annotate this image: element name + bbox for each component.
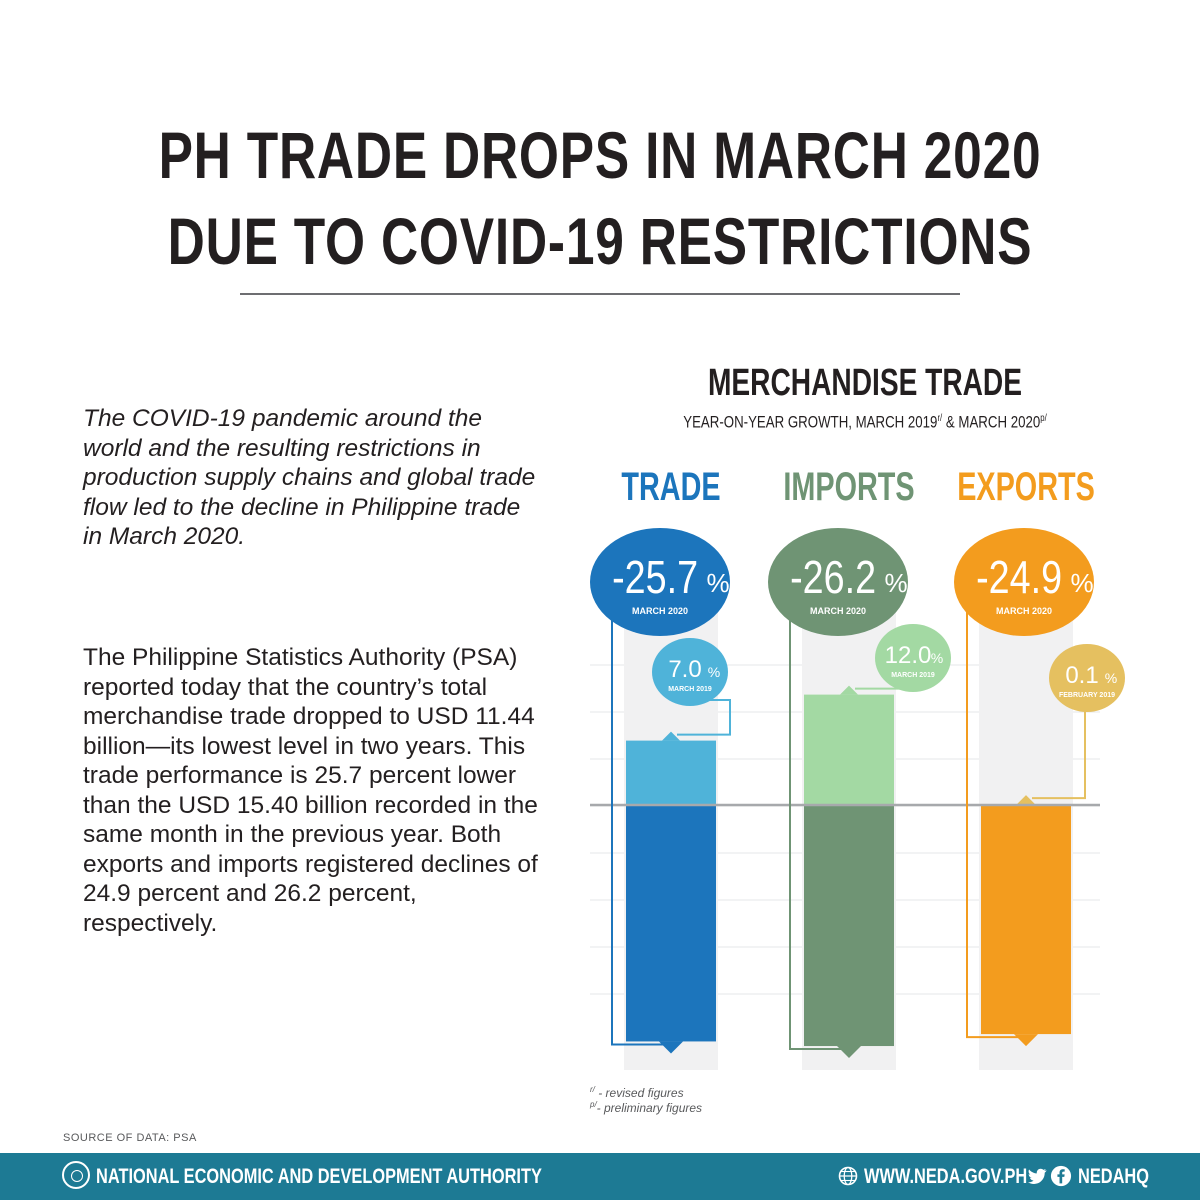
bar-exports-2020 <box>981 805 1071 1035</box>
website-link[interactable]: WWW.NEDA.GOV.PH <box>864 1165 1028 1188</box>
connector-trade-2019 <box>677 699 731 736</box>
bubble-value-trade-2019: 7.0 <box>668 656 701 683</box>
bubble-exports-2019 <box>1049 644 1125 712</box>
bubble-value-exports-2020: -24.9 <box>976 551 1062 602</box>
globe-icon <box>838 1166 858 1186</box>
footnote-revised: r/ - revised figures <box>590 1085 684 1100</box>
source-note: SOURCE OF DATA: PSA <box>63 1132 197 1144</box>
connector-imports-2020 <box>789 610 843 1051</box>
bubble-unit-imports-2020: % <box>884 568 907 598</box>
headline-line-1: PH TRADE DROPS IN MARCH 2020 <box>158 118 1042 192</box>
bubble-value-trade-2020: -25.7 <box>612 551 698 602</box>
bubble-value-exports-2019: 0.1 <box>1065 662 1098 689</box>
chart-subtitle: YEAR-ON-YEAR GROWTH, MARCH 2019r/ & MARC… <box>631 408 1099 434</box>
chart-subtitle-main: YEAR-ON-YEAR GROWTH, MARCH 2019 <box>683 412 938 432</box>
chart-subtitle-sup-prelim: p/ <box>1040 413 1047 424</box>
headline-divider <box>240 293 960 295</box>
bar-trade-2020 <box>626 805 716 1042</box>
chart: TRADE IMPORTS EXPORTS -25.7 % MARCH 2020 7.0 % M… <box>590 464 1125 1070</box>
connector-trade-2020 <box>611 610 665 1046</box>
chart-title: MERCHANDISE TRADE <box>707 362 1023 404</box>
footnote-prelim-text: - preliminary figures <box>596 1101 703 1115</box>
chart-subtitle-sup-revised: r/ <box>937 413 943 424</box>
bubble-value-imports-2020: -26.2 <box>790 551 876 602</box>
bar-imports-2020 <box>804 805 894 1047</box>
footnote-revised-text: - revised figures <box>594 1086 684 1100</box>
facebook-icon[interactable] <box>1050 1165 1072 1187</box>
headline-line-2: DUE TO COVID-19 RESTRICTIONS <box>167 204 1033 278</box>
social-handle[interactable]: NEDAHQ <box>1078 1165 1149 1188</box>
footer-bar: NATIONAL ECONOMIC AND DEVELOPMENT AUTHOR… <box>0 1153 1200 1200</box>
chart-subtitle-mid: & MARCH 2020 <box>942 412 1041 432</box>
bubble-imports-2020 <box>768 528 908 636</box>
bubble-period-imports-2019: MARCH 2019 <box>891 672 935 679</box>
bubble-exports-2020 <box>954 528 1094 636</box>
headline: PH TRADE DROPS IN MARCH 2020 DUE TO COVI… <box>132 112 1068 284</box>
footnote-revised-sup: r/ <box>590 1085 595 1094</box>
category-label-trade: TRADE <box>621 464 720 509</box>
bubble-unit-exports-2020: % <box>1070 568 1093 598</box>
connector-exports-2020 <box>966 610 1020 1039</box>
body-paragraph: The Philippine Statistics Authority (PSA… <box>83 644 538 937</box>
twitter-icon[interactable] <box>1026 1165 1048 1187</box>
bar-tip-imports-2019 <box>840 685 858 695</box>
bubble-unit-exports-2019: % <box>1105 670 1117 686</box>
neda-seal-icon <box>62 1161 90 1189</box>
bubble-period-exports-2020: MARCH 2020 <box>996 606 1052 616</box>
bubble-unit-trade-2020: % <box>706 568 729 598</box>
bubble-trade-2019 <box>652 638 728 706</box>
footnote-preliminary: p/- preliminary figures <box>590 1100 702 1115</box>
bubble-trade-2020 <box>590 528 730 636</box>
category-label-exports: EXPORTS <box>957 464 1095 509</box>
bubble-value-imports-2019: 12.0 <box>885 642 932 669</box>
footnote-prelim-sup: p/ <box>590 1100 597 1109</box>
bar-imports-2019 <box>804 694 894 805</box>
intro-paragraph: The COVID-19 pandemic around the world a… <box>83 405 536 550</box>
agency-name: NATIONAL ECONOMIC AND DEVELOPMENT AUTHOR… <box>96 1165 542 1188</box>
bubble-unit-imports-2019: % <box>931 650 943 666</box>
bubble-period-imports-2020: MARCH 2020 <box>810 606 866 616</box>
bubble-unit-trade-2019: % <box>708 664 720 680</box>
bubble-period-trade-2019: MARCH 2019 <box>668 686 712 693</box>
category-label-imports: IMPORTS <box>783 464 914 509</box>
bubble-imports-2019 <box>875 624 951 692</box>
bar-trade-2019 <box>626 740 716 805</box>
bubble-period-trade-2020: MARCH 2020 <box>632 606 688 616</box>
bar-tip-trade-2019 <box>662 731 680 741</box>
bubble-period-exports-2019: FEBRUARY 2019 <box>1059 692 1115 699</box>
bar-tip-exports-2019 <box>1017 795 1035 805</box>
